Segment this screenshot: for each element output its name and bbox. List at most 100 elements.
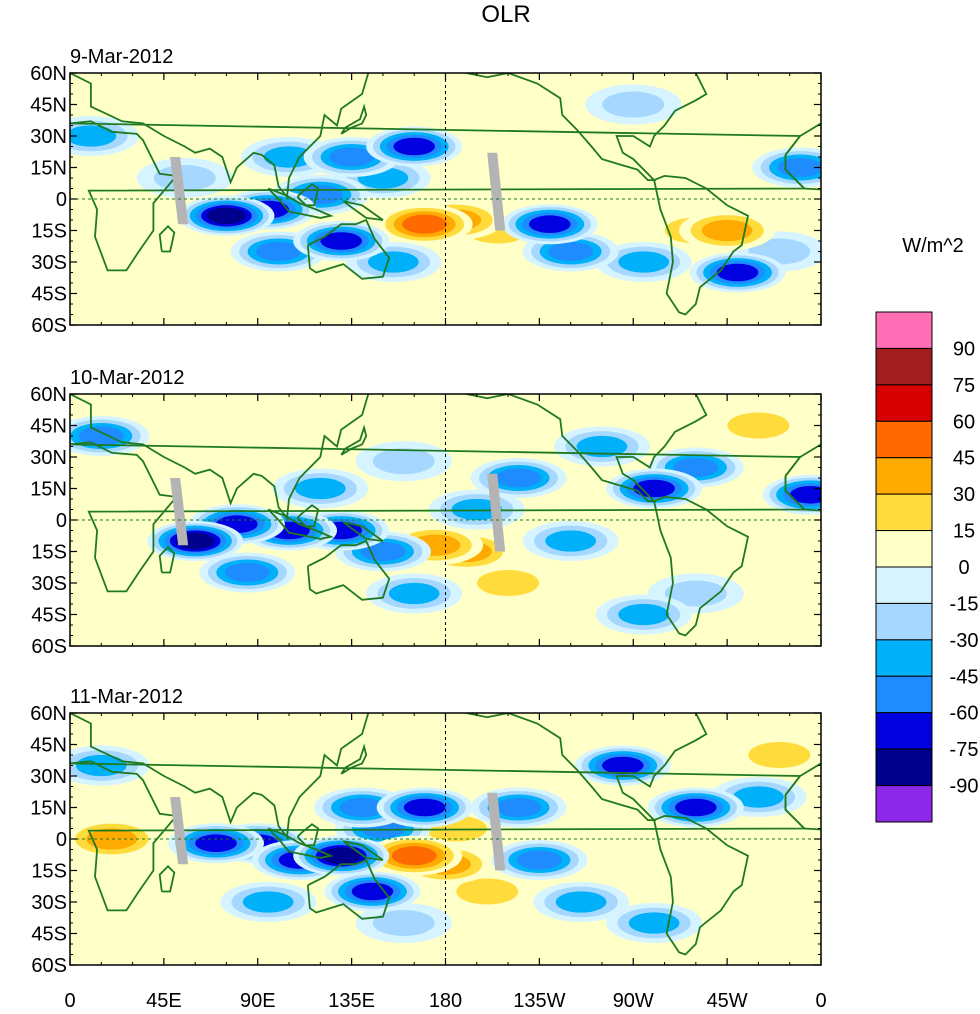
y-tick-label: 0 — [56, 510, 67, 532]
coastline — [466, 73, 708, 181]
colorbar-swatch — [875, 530, 933, 568]
anomaly-contour — [220, 745, 317, 786]
y-tick-label: 45S — [31, 284, 67, 306]
missing-data-swath — [170, 478, 189, 546]
anomaly-contour — [339, 798, 385, 817]
anomaly-contour — [70, 584, 139, 624]
y-tick-label: 15N — [30, 479, 67, 501]
anomaly-contour — [78, 426, 124, 446]
anomaly-contour — [224, 563, 270, 582]
x-tick-label: 90E — [240, 990, 276, 1012]
missing-data-swath — [170, 157, 189, 225]
anomaly-contour — [501, 735, 598, 775]
missing-data-swath — [487, 473, 506, 552]
anomaly-contour — [402, 214, 448, 234]
anomaly-contour — [633, 479, 675, 498]
anomaly-contour — [295, 477, 346, 500]
coastline — [306, 218, 391, 280]
anomaly-field — [70, 394, 821, 645]
coastline — [158, 225, 176, 253]
anomaly-contour — [351, 882, 394, 901]
anomaly-contour — [647, 861, 744, 901]
x-tick-label: 0 — [64, 990, 75, 1012]
anomaly-contour — [548, 242, 594, 261]
y-tick-label: 0 — [56, 189, 67, 211]
coastline — [296, 823, 320, 847]
y-tick-label: 60N — [30, 703, 67, 725]
anomaly-contour — [727, 412, 790, 439]
anomaly-contour — [388, 582, 440, 605]
coastline — [466, 713, 708, 821]
anomaly-contour — [516, 850, 562, 870]
colorbar-swatch — [875, 748, 933, 787]
coastline — [340, 743, 368, 775]
anomaly-contour — [602, 756, 644, 775]
coastline — [342, 840, 384, 861]
y-tick-label: 45N — [30, 95, 67, 117]
y-tick-label: 60S — [31, 315, 67, 337]
anomaly-field — [70, 73, 821, 316]
y-tick-label: 60S — [31, 636, 67, 658]
colorbar-tick-label: 15 — [953, 521, 975, 543]
y-tick-label: 45N — [30, 735, 67, 757]
coastline — [70, 120, 807, 272]
coastline — [340, 424, 368, 456]
anomaly-contour — [456, 878, 519, 905]
x-tick-label: 45W — [707, 990, 748, 1012]
anomaly-contour — [673, 458, 719, 477]
x-tick-label: 135E — [328, 990, 375, 1012]
colorbar-title: W/m^2 — [902, 235, 964, 257]
colorbar-tick-label: 60 — [953, 411, 975, 433]
anomaly-contour — [360, 542, 406, 561]
coastline — [466, 394, 708, 502]
coastline — [653, 495, 750, 637]
coastline — [70, 73, 370, 200]
anomaly-contour — [263, 146, 315, 168]
anomaly-contour — [147, 861, 244, 901]
anomaly-contour — [618, 251, 670, 273]
coastline — [296, 183, 320, 207]
y-tick-label: 60N — [30, 384, 67, 406]
anomaly-contour — [628, 912, 680, 934]
anomaly-contour — [241, 594, 338, 635]
y-tick-label: 30S — [31, 573, 67, 595]
anomaly-contour — [70, 125, 117, 147]
y-tick-label: 15S — [31, 861, 67, 883]
anomaly-contour — [477, 570, 540, 596]
anomaly-contour — [256, 242, 302, 261]
missing-data-swath — [487, 152, 506, 231]
coastline — [342, 200, 384, 221]
anomaly-contour — [529, 215, 571, 233]
y-tick-label: 30N — [30, 766, 67, 788]
colorbar: 90 75 60 45 30 15 0 -15 -30 -45 -60 -75 -90 W/m^2 — [875, 235, 979, 823]
anomaly-contour — [206, 207, 247, 225]
anomaly-contour — [242, 891, 294, 913]
colorbar-swatch — [875, 384, 933, 422]
anomaly-contour — [789, 486, 821, 504]
x-tick-label: 90W — [613, 990, 654, 1012]
colorbar-tick-label: -60 — [950, 703, 979, 725]
colorbar-tick-label: -75 — [950, 739, 979, 761]
anomaly-contour — [496, 468, 542, 488]
y-tick-label: 45S — [31, 605, 67, 627]
anomaly-contour — [372, 448, 435, 475]
anomaly-contour — [618, 603, 670, 626]
anomaly-contour — [195, 834, 237, 852]
coastline — [340, 103, 368, 135]
anomaly-contour — [368, 251, 419, 273]
colorbar-tick-label: -15 — [950, 593, 979, 615]
colorbar-swatch — [875, 493, 933, 532]
y-tick-label: 30N — [30, 447, 67, 469]
coastline — [653, 174, 750, 316]
coastline — [306, 539, 391, 601]
chart-title: OLR — [481, 1, 530, 28]
map-panels: 9-Mar-201260N45N30N15N015S30S45S60S10-Ma… — [30, 46, 826, 1012]
x-tick-label: 0 — [815, 990, 826, 1012]
anomaly-contour — [576, 435, 628, 458]
colorbar-swatch — [875, 347, 933, 386]
x-tick-label: 180 — [429, 990, 462, 1012]
coastline — [70, 713, 370, 840]
